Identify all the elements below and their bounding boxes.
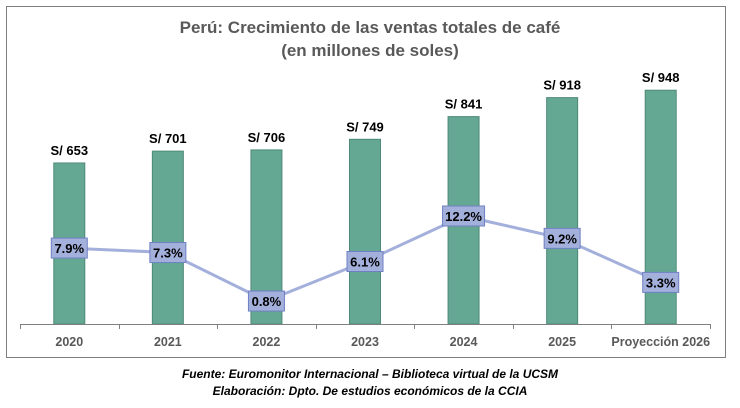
x-tick-label: Proyección 2026 — [611, 335, 710, 349]
bar-value-label: S/ 701 — [149, 131, 187, 146]
growth-label: 0.8% — [252, 294, 282, 309]
bar-value-label: S/ 918 — [543, 78, 581, 93]
x-tick-label: 2023 — [351, 335, 379, 349]
x-tick-label: 2025 — [548, 335, 576, 349]
growth-label: 7.9% — [54, 241, 84, 256]
growth-label: 7.3% — [153, 246, 183, 261]
growth-label-box — [247, 290, 285, 312]
growth-label: 6.1% — [350, 254, 380, 269]
growth-label-box — [442, 205, 486, 227]
growth-label-box — [149, 242, 187, 264]
bar-value-label: S/ 749 — [346, 119, 384, 134]
growth-label-box — [642, 271, 680, 293]
bar-2025 — [546, 97, 579, 325]
chart-title-line2: (en millones de soles) — [281, 41, 459, 60]
bar-2021 — [151, 150, 184, 325]
growth-label-box — [543, 227, 581, 249]
x-tick-label: 2024 — [450, 335, 478, 349]
source-note: Fuente: Euromonitor Internacional – Bibl… — [181, 367, 559, 381]
growth-label: 12.2% — [445, 209, 482, 224]
growth-label: 3.3% — [646, 275, 676, 290]
bar-value-label: S/ 653 — [50, 143, 88, 158]
growth-label-box — [50, 237, 88, 259]
x-tick-label: 2020 — [55, 335, 83, 349]
bar-value-label: S/ 706 — [248, 130, 286, 145]
x-tick-label: 2021 — [154, 335, 182, 349]
x-tick-label: 2022 — [253, 335, 281, 349]
chart-title-line1: Perú: Crecimiento de las ventas totales … — [180, 18, 561, 37]
credit-note: Elaboración: Dpto. De estudios económico… — [212, 384, 528, 398]
growth-label-box — [346, 250, 384, 272]
bar-value-label: S/ 948 — [642, 70, 680, 85]
bar-2023 — [349, 138, 381, 325]
growth-label: 9.2% — [547, 231, 577, 246]
bar-value-label: S/ 841 — [445, 97, 483, 112]
